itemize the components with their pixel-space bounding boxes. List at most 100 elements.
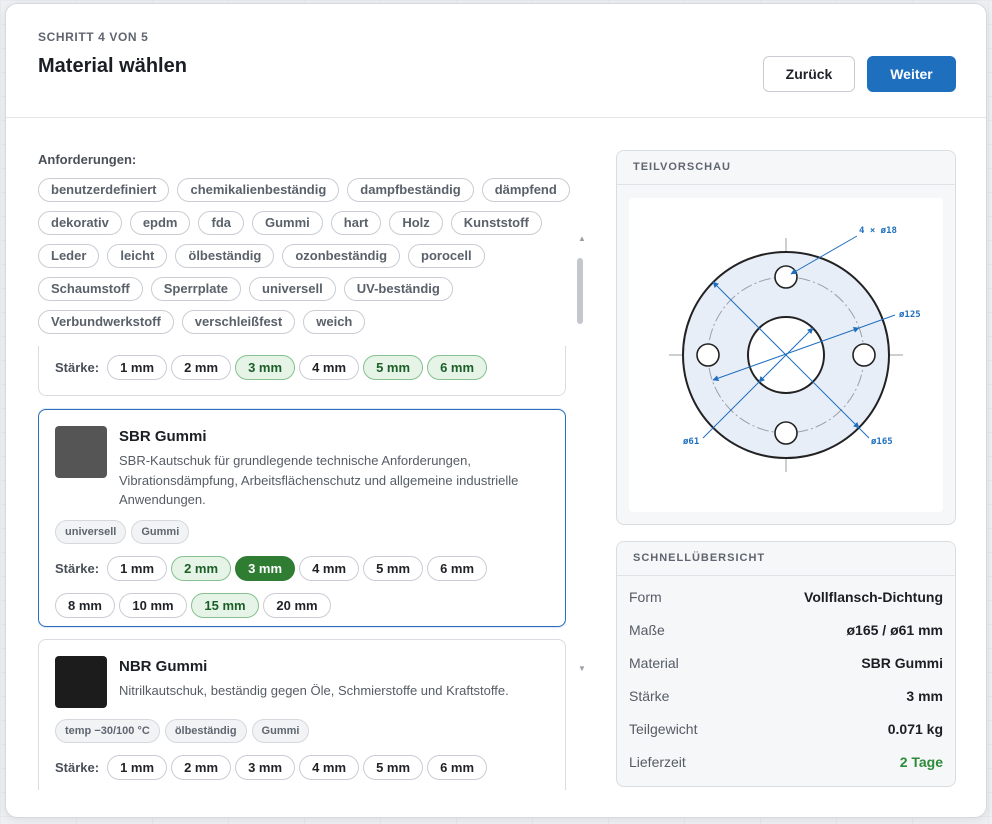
- summary-key: Maße: [629, 622, 665, 638]
- material-tag: universell: [55, 520, 127, 544]
- requirement-tag[interactable]: Sperrplate: [150, 277, 242, 301]
- summary-value: Vollflansch-Dichtung: [804, 589, 943, 605]
- material-selection: Anforderungen: benutzerdefiniert chemikal…: [38, 118, 570, 817]
- requirement-tag[interactable]: chemikalienbeständig: [177, 178, 340, 202]
- requirement-tag[interactable]: Verbundwerkstoff: [38, 310, 174, 334]
- requirements-label: Anforderungen:: [38, 152, 137, 167]
- dialog-header: SCHRITT 4 VON 5 Material wählen Zurück W…: [6, 4, 986, 118]
- thickness-option[interactable]: 4 mm: [299, 355, 360, 380]
- bolt-circle-label: ø125: [899, 310, 921, 320]
- thickness-option[interactable]: 6 mm: [427, 355, 488, 380]
- thickness-option[interactable]: 6 mm: [427, 755, 488, 780]
- thickness-option[interactable]: 2 mm: [171, 355, 232, 380]
- thickness-option[interactable]: 20 mm: [263, 593, 331, 618]
- requirement-tag[interactable]: verschleißfest: [181, 310, 296, 334]
- thickness-options: Stärke: 1 mm 2 mm 3 mm 4 mm 5 mm 6 mm: [55, 755, 505, 790]
- summary-key: Material: [629, 655, 679, 671]
- requirement-tag[interactable]: ozonbeständig: [282, 244, 401, 268]
- requirement-tag[interactable]: benutzerdefiniert: [38, 178, 170, 202]
- thickness-option[interactable]: 3 mm: [235, 355, 296, 380]
- step-indicator: SCHRITT 4 VON 5: [38, 30, 149, 44]
- requirement-tag[interactable]: porocell: [408, 244, 485, 268]
- part-preview-panel: TEILVORSCHAU: [616, 150, 956, 525]
- material-card[interactable]: Stärke: 1 mm 2 mm 3 mm 4 mm 5 mm 6 mm: [38, 346, 566, 396]
- thickness-option[interactable]: 2 mm: [171, 755, 232, 780]
- quick-summary-panel: SCHNELLÜBERSICHT Form Vollflansch-Dichtun…: [616, 541, 956, 787]
- thickness-option[interactable]: 4 mm: [299, 755, 360, 780]
- requirement-tag[interactable]: Schaumstoff: [38, 277, 143, 301]
- requirement-tag[interactable]: Kunststoff: [450, 211, 542, 235]
- requirements-tags: benutzerdefiniert chemikalienbeständig dam…: [38, 178, 593, 334]
- holes-leader: [790, 235, 858, 275]
- material-description: SBR-Kautschuk für grundlegende technisch…: [119, 453, 519, 507]
- summary-row: Teilgewicht 0.071 kg: [617, 713, 955, 746]
- requirement-tag[interactable]: ölbeständig: [175, 244, 275, 268]
- summary-value: SBR Gummi: [861, 655, 943, 671]
- requirement-tag[interactable]: leicht: [107, 244, 168, 268]
- material-name: SBR Gummi: [119, 428, 207, 445]
- material-tag: Gummi: [251, 719, 310, 743]
- summary-key: Lieferzeit: [629, 754, 686, 770]
- back-button[interactable]: Zurück: [763, 56, 855, 92]
- preview-title: TEILVORSCHAU: [617, 151, 955, 185]
- material-description: Nitrilkautschuk, beständig gegen Öle, Sc…: [119, 683, 509, 698]
- requirement-tag[interactable]: dämpfend: [481, 178, 570, 202]
- bolt-hole: [852, 343, 876, 367]
- thickness-option[interactable]: 4 mm: [299, 556, 360, 581]
- thickness-label: Stärke:: [55, 561, 100, 576]
- thickness-option[interactable]: 8 mm: [55, 593, 115, 618]
- material-dialog: SCHRITT 4 VON 5 Material wählen Zurück W…: [5, 3, 987, 818]
- scroll-down-icon[interactable]: ▼: [578, 664, 586, 673]
- material-list-scrollbar[interactable]: ▲ ▼: [576, 232, 586, 676]
- material-card-sbr[interactable]: SBR Gummi SBR-Kautschuk für grundlegende…: [38, 409, 566, 627]
- thickness-option[interactable]: 15 mm: [191, 593, 259, 618]
- thickness-option[interactable]: 10 mm: [119, 593, 187, 618]
- bolt-hole: [774, 265, 798, 289]
- thickness-option[interactable]: 3 mm: [235, 755, 296, 780]
- summary-value: 2 Tage: [899, 754, 943, 770]
- material-tags: temp −30/100 °C ölbeständig Gummi: [55, 719, 310, 743]
- page-title: Material wählen: [38, 55, 187, 77]
- summary-row: Form Vollflansch-Dichtung: [617, 581, 955, 614]
- thickness-option[interactable]: 2 mm: [171, 556, 232, 581]
- material-card-nbr[interactable]: NBR Gummi Nitrilkautschuk, beständig geg…: [38, 639, 566, 790]
- summary-key: Stärke: [629, 688, 670, 704]
- thickness-option[interactable]: 1 mm: [107, 355, 168, 380]
- material-swatch: [55, 426, 107, 478]
- material-tag: temp −30/100 °C: [55, 719, 160, 743]
- requirement-tag[interactable]: dampfbeständig: [347, 178, 474, 202]
- thickness-options: Stärke: 1 mm 2 mm 3 mm 4 mm 5 mm 6 mm: [55, 355, 505, 380]
- thickness-option[interactable]: 6 mm: [427, 556, 488, 581]
- summary-row: Maße ø165 / ø61 mm: [617, 614, 955, 647]
- material-list: Stärke: 1 mm 2 mm 3 mm 4 mm 5 mm 6 mm SBR Gum…: [38, 346, 566, 790]
- summary-row: Stärke 3 mm: [617, 680, 955, 713]
- requirement-tag[interactable]: universell: [249, 277, 336, 301]
- drawing-area: 4 × ø18 ø125 ø61 ø165: [629, 198, 943, 512]
- material-tag: Gummi: [131, 520, 190, 544]
- inner-diameter-label: ø61: [683, 437, 699, 447]
- thickness-option[interactable]: 5 mm: [363, 355, 424, 380]
- next-button[interactable]: Weiter: [867, 56, 956, 92]
- thickness-option[interactable]: 3 mm: [235, 556, 296, 581]
- requirement-tag[interactable]: fda: [198, 211, 244, 235]
- requirement-tag[interactable]: epdm: [129, 211, 191, 235]
- requirement-tag[interactable]: dekorativ: [38, 211, 122, 235]
- bolt-hole: [774, 421, 798, 445]
- scroll-up-icon[interactable]: ▲: [578, 234, 586, 243]
- thickness-label: Stärke:: [55, 360, 100, 375]
- requirement-tag[interactable]: UV-beständig: [343, 277, 453, 301]
- requirement-tag[interactable]: Gummi: [251, 211, 323, 235]
- requirement-tag[interactable]: Holz: [389, 211, 443, 235]
- summary-value: ø165 / ø61 mm: [846, 622, 944, 638]
- summary-value: 3 mm: [906, 688, 943, 704]
- scrollbar-thumb[interactable]: [577, 258, 583, 324]
- requirement-tag[interactable]: hart: [330, 211, 382, 235]
- thickness-option[interactable]: 1 mm: [107, 556, 168, 581]
- thickness-options: Stärke: 1 mm 2 mm 3 mm 4 mm 5 mm 6 mm 8 mm 10 m…: [55, 556, 505, 618]
- thickness-label: Stärke:: [55, 760, 100, 775]
- thickness-option[interactable]: 5 mm: [363, 556, 424, 581]
- thickness-option[interactable]: 5 mm: [363, 755, 424, 780]
- requirement-tag[interactable]: weich: [303, 310, 366, 334]
- thickness-option[interactable]: 1 mm: [107, 755, 168, 780]
- requirement-tag[interactable]: Leder: [38, 244, 100, 268]
